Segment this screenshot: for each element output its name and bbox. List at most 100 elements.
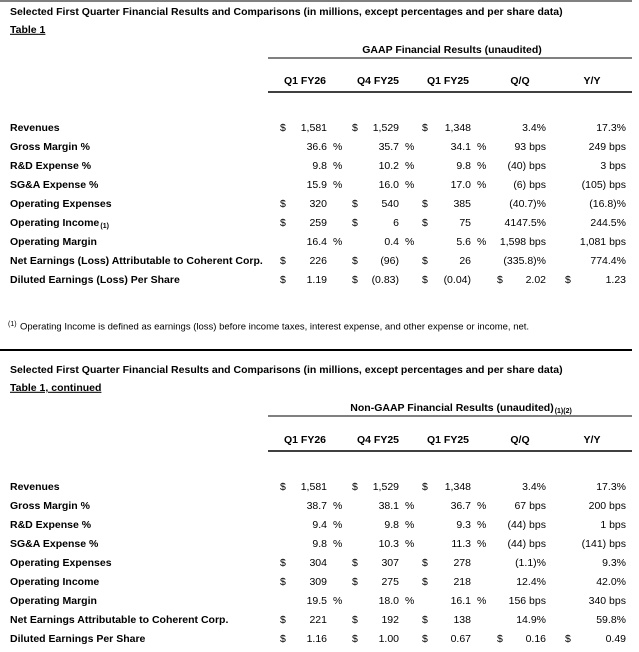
column-header: Q1 FY25 <box>427 434 469 446</box>
row-label: Operating Income <box>10 217 99 229</box>
suffix: % <box>405 141 414 153</box>
cell-value: 200 bps <box>589 500 626 512</box>
table-label: Table 1 <box>10 24 46 36</box>
cell-value: 9.3% <box>602 557 626 569</box>
cell-value: 1,348 <box>445 122 471 134</box>
row-label: SG&A Expense % <box>10 179 99 191</box>
cell-value: 93 bps <box>514 141 546 153</box>
cell-value: 3.4% <box>522 122 546 134</box>
column-header: Q/Q <box>510 434 529 446</box>
currency: $ <box>422 576 428 588</box>
cell-value: (40) bps <box>507 160 546 172</box>
currency: $ <box>280 557 286 569</box>
footnote-text: Operating Income is defined as earnings … <box>20 322 529 333</box>
cell-value: 1,598 bps <box>500 236 546 248</box>
cell-value: 14.9% <box>516 614 546 626</box>
cell-value: 9.4 <box>312 519 327 531</box>
suffix: % <box>477 160 486 172</box>
cell-value: 1,529 <box>373 122 399 134</box>
row-label: Net Earnings Attributable to Coherent Co… <box>10 614 228 626</box>
currency: $ <box>280 122 286 134</box>
cell-value: (6) bps <box>513 179 546 191</box>
cell-value: 12.4% <box>516 576 546 588</box>
currency: $ <box>565 633 571 645</box>
currency: $ <box>352 274 358 286</box>
cell-value: 226 <box>309 255 327 267</box>
cell-value: (44) bps <box>507 538 546 550</box>
column-header: Q4 FY25 <box>357 434 399 446</box>
cell-value: (0.83) <box>372 274 399 286</box>
row-label: R&D Expense % <box>10 160 92 172</box>
cell-value: 38.7 <box>307 500 328 512</box>
currency: $ <box>280 217 286 229</box>
cell-value: 3.4% <box>522 481 546 493</box>
cell-value: 10.3 <box>379 538 400 550</box>
row-label: Gross Margin % <box>10 500 91 512</box>
currency: $ <box>352 198 358 210</box>
cell-value: 35.7 <box>379 141 400 153</box>
table-label: Table 1, continued <box>10 382 101 394</box>
currency: $ <box>422 217 428 229</box>
row-label: Gross Margin % <box>10 141 91 153</box>
suffix: % <box>477 500 486 512</box>
cell-value: 1,529 <box>373 481 399 493</box>
cell-value: 18.0 <box>379 595 400 607</box>
row-label: Operating Expenses <box>10 557 112 569</box>
cell-value: 9.8 <box>456 160 471 172</box>
cell-value: 774.4% <box>590 255 626 267</box>
currency: $ <box>422 557 428 569</box>
suffix: % <box>333 538 342 550</box>
suffix: % <box>405 500 414 512</box>
cell-value: 304 <box>309 557 327 569</box>
cell-value: (40.7)% <box>509 198 546 210</box>
row-label: Diluted Earnings (Loss) Per Share <box>10 274 180 286</box>
cell-value: 540 <box>381 198 399 210</box>
column-header: Q/Q <box>510 75 529 87</box>
currency: $ <box>280 198 286 210</box>
cell-value: (1.1)% <box>515 557 546 569</box>
row-label: Operating Income <box>10 576 99 588</box>
cell-value: 1 bps <box>600 519 626 531</box>
suffix: % <box>333 236 342 248</box>
currency: $ <box>422 614 428 626</box>
currency: $ <box>497 633 503 645</box>
currency: $ <box>422 633 428 645</box>
currency: $ <box>280 614 286 626</box>
cell-value: 10.2 <box>379 160 400 172</box>
cell-value: 340 bps <box>589 595 626 607</box>
cell-value: (44) bps <box>507 519 546 531</box>
cell-value: 9.8 <box>312 160 327 172</box>
group-header: Non-GAAP Financial Results (unaudited) <box>350 402 553 414</box>
suffix: % <box>477 519 486 531</box>
currency: $ <box>497 274 503 286</box>
cell-value: (105) bps <box>582 179 626 191</box>
cell-value: 156 bps <box>509 595 546 607</box>
suffix: % <box>405 519 414 531</box>
currency: $ <box>352 633 358 645</box>
row-label: Operating Margin <box>10 595 97 607</box>
cell-value: 16.1 <box>451 595 472 607</box>
cell-value: 244.5% <box>590 217 626 229</box>
cell-value: 3 bps <box>600 160 626 172</box>
row-label: SG&A Expense % <box>10 538 99 550</box>
currency: $ <box>352 557 358 569</box>
cell-value: (96) <box>380 255 399 267</box>
suffix: % <box>333 519 342 531</box>
cell-value: 59.8% <box>596 614 626 626</box>
cell-value: 0.16 <box>526 633 547 645</box>
cell-value: 278 <box>453 557 471 569</box>
suffix: % <box>333 595 342 607</box>
cell-value: 1.19 <box>307 274 328 286</box>
cell-value: 0.49 <box>606 633 627 645</box>
cell-value: (141) bps <box>582 538 626 550</box>
row-label: R&D Expense % <box>10 519 92 531</box>
cell-value: 17.0 <box>451 179 472 191</box>
column-header: Y/Y <box>584 434 601 446</box>
cell-value: (335.8)% <box>503 255 546 267</box>
cell-value: 1,081 bps <box>580 236 626 248</box>
suffix: % <box>405 160 414 172</box>
column-header: Q4 FY25 <box>357 75 399 87</box>
suffix: % <box>333 179 342 191</box>
section-title: Selected First Quarter Financial Results… <box>10 364 563 376</box>
